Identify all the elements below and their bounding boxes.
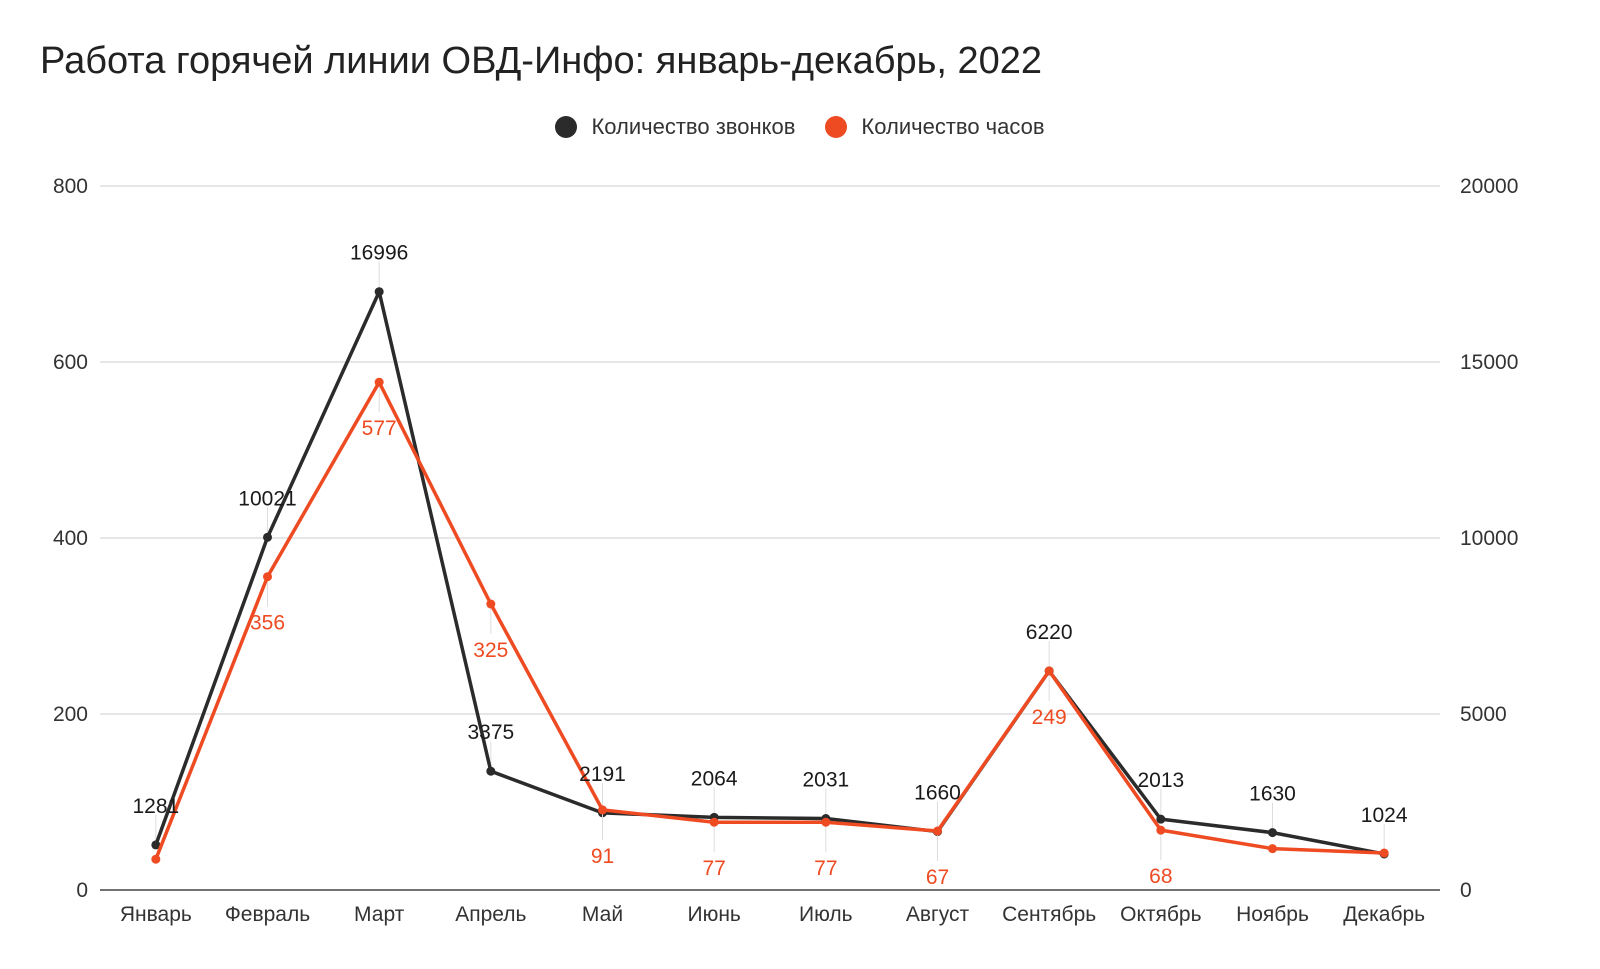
y-right-tick-label: 20000 — [1460, 175, 1518, 198]
data-label-hours: 77 — [814, 857, 837, 880]
data-label-hours: 91 — [591, 845, 614, 868]
data-label-calls: 6220 — [1026, 621, 1073, 644]
x-tick-label: Апрель — [455, 903, 526, 926]
data-label-calls: 16996 — [350, 242, 408, 265]
data-point-hours — [709, 817, 719, 827]
legend: Количество звонков Количество часов — [0, 114, 1600, 140]
data-point-calls — [486, 766, 496, 776]
data-label-hours: 249 — [1032, 706, 1067, 729]
x-tick-label: Август — [906, 903, 970, 926]
y-right-tick-label: 10000 — [1460, 527, 1518, 550]
data-point-hours — [263, 572, 272, 582]
data-point-calls — [374, 287, 384, 297]
legend-item-hours[interactable]: Количество часов — [825, 114, 1045, 140]
y-left-tick-label: 200 — [53, 703, 88, 726]
x-tick-label: Март — [354, 903, 405, 926]
x-tick-label: Январь — [120, 903, 192, 926]
data-point-calls — [1156, 814, 1166, 824]
data-label-calls: 2064 — [691, 767, 738, 790]
series-line-calls — [154, 289, 1385, 856]
x-tick-label: Ноябрь — [1236, 903, 1309, 926]
data-point-hours — [1379, 848, 1389, 858]
chart-title: Работа горячей линии ОВД-Инфо: январь-де… — [40, 40, 1043, 82]
data-label-calls: 10021 — [238, 487, 296, 510]
legend-item-calls[interactable]: Количество звонков — [555, 114, 795, 140]
data-label-hours: 68 — [1149, 865, 1172, 888]
series-line-hours — [154, 380, 1385, 860]
data-label-calls: 3375 — [467, 721, 514, 744]
data-point-calls — [151, 840, 161, 850]
x-tick-label: Июнь — [687, 903, 740, 926]
data-label-hours: 577 — [362, 417, 397, 440]
y-right-tick-label: 0 — [1460, 879, 1472, 902]
y-left-tick-label: 600 — [53, 351, 88, 374]
data-label-calls: 2013 — [1137, 769, 1184, 792]
data-label-calls: 2031 — [802, 769, 849, 792]
data-point-hours — [933, 826, 942, 836]
data-label-calls: 1660 — [914, 782, 961, 805]
legend-label-calls: Количество звонков — [591, 114, 796, 139]
y-right-tick-label: 15000 — [1460, 351, 1518, 374]
data-label-calls: 2191 — [579, 763, 626, 786]
data-point-hours — [151, 854, 161, 864]
data-point-hours — [1044, 666, 1054, 676]
x-tick-label: Май — [582, 903, 623, 926]
y-left-tick-label: 400 — [53, 527, 88, 550]
data-label-calls: 1281 — [132, 795, 179, 818]
legend-marker-calls — [555, 116, 578, 138]
data-point-hours — [374, 377, 384, 387]
data-point-hours — [1156, 825, 1166, 835]
data-point-calls — [1268, 828, 1277, 838]
y-left-tick-label: 800 — [53, 175, 88, 198]
x-tick-label: Сентябрь — [1002, 903, 1096, 926]
data-label-hours: 67 — [926, 866, 949, 889]
data-point-hours — [1268, 844, 1277, 854]
data-label-hours: 356 — [250, 612, 285, 635]
x-tick-label: Июль — [799, 903, 853, 926]
data-label-calls: 1024 — [1361, 804, 1408, 827]
data-label-calls: 1630 — [1249, 783, 1296, 806]
data-label-hours: 77 — [702, 857, 725, 880]
y-right-tick-label: 5000 — [1460, 703, 1507, 726]
x-tick-label: Декабрь — [1343, 903, 1425, 926]
data-point-hours — [598, 805, 607, 815]
x-tick-label: Октябрь — [1120, 903, 1201, 926]
data-point-calls — [263, 532, 272, 542]
x-tick-label: Февраль — [225, 903, 310, 926]
legend-marker-hours — [825, 116, 848, 138]
y-left-tick-label: 0 — [76, 879, 88, 902]
legend-label-hours: Количество часов — [861, 114, 1045, 139]
data-label-hours: 325 — [473, 639, 508, 662]
data-point-hours — [821, 817, 831, 827]
data-point-hours — [486, 599, 496, 609]
